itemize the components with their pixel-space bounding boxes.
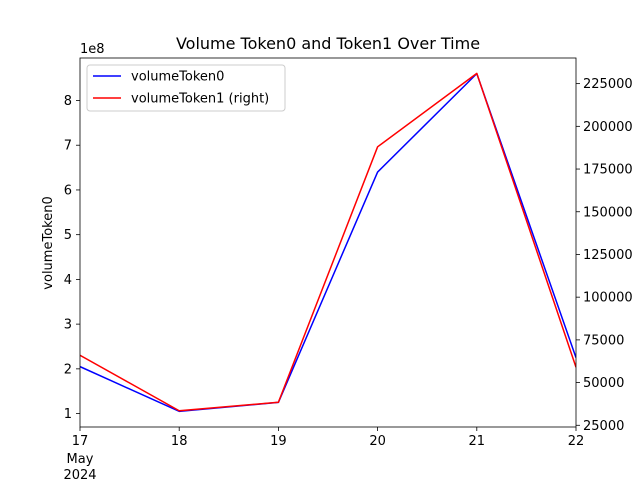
x-tick-label: 21 (469, 434, 486, 449)
right-y-tick-label: 100000 (583, 291, 633, 306)
legend-entry: volumeToken1 (right) (131, 92, 269, 107)
series-line-volumetoken1-right (80, 72, 576, 412)
left-y-tick-label: 2 (64, 362, 72, 377)
right-y-tick-label: 75000 (583, 333, 624, 348)
right-y-tick-label: 125000 (583, 248, 633, 263)
right-y-tick-label: 25000 (583, 419, 624, 434)
chart-title: Volume Token0 and Token1 Over Time (176, 34, 480, 53)
series-line-volumetoken0 (80, 72, 576, 413)
y-axis-label: volumeToken0 (41, 196, 56, 289)
x-tick-label: 20 (369, 434, 386, 449)
x-tick-label: 17 (72, 434, 89, 449)
y-axis-offset-label: 1e8 (80, 42, 105, 57)
legend-box (86, 64, 286, 112)
plot-frame (79, 57, 577, 428)
x-month-label: May (67, 452, 94, 467)
right-y-tick-label: 200000 (583, 120, 633, 135)
left-y-tick-label: 1 (64, 407, 72, 422)
left-y-tick-label: 5 (64, 228, 72, 243)
x-tick-label: 22 (568, 434, 585, 449)
left-y-tick-label: 7 (64, 139, 72, 154)
plot-area (80, 72, 576, 413)
right-y-tick-label: 225000 (583, 77, 633, 92)
legend: volumeToken0 volumeToken1 (right) (86, 64, 286, 112)
left-y-tick-label: 3 (64, 318, 72, 333)
left-y-tick-label: 8 (64, 94, 72, 109)
legend-entry: volumeToken0 (131, 70, 224, 85)
x-tick-label: 19 (270, 434, 287, 449)
x-tick-label: 18 (171, 434, 188, 449)
right-y-tick-label: 150000 (583, 205, 633, 220)
x-year-label: 2024 (63, 468, 96, 480)
left-y-tick-label: 4 (64, 273, 72, 288)
right-y-tick-label: 50000 (583, 376, 624, 391)
left-y-tick-label: 6 (64, 183, 72, 198)
right-y-tick-label: 175000 (583, 163, 633, 178)
